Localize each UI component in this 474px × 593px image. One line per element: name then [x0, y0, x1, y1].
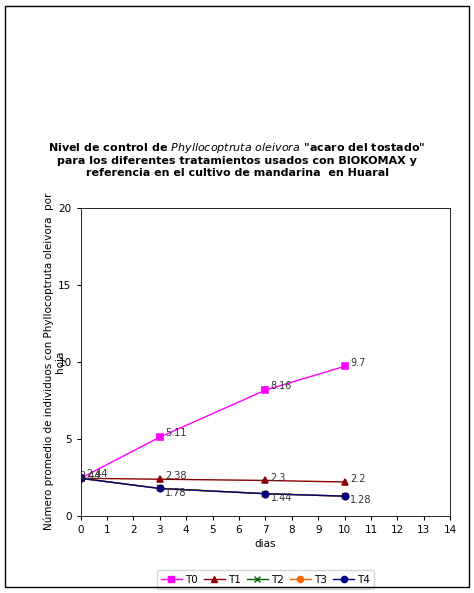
Text: 1.28: 1.28 — [350, 496, 372, 505]
Text: 1.44: 1.44 — [271, 493, 292, 503]
Text: 2.3: 2.3 — [271, 473, 286, 483]
Text: 2.38: 2.38 — [165, 471, 187, 482]
Text: 1.78: 1.78 — [165, 488, 187, 498]
Text: 9.7: 9.7 — [350, 358, 365, 368]
Text: 2.44: 2.44 — [79, 471, 101, 481]
Text: 2.44: 2.44 — [86, 470, 108, 479]
Text: 5.11: 5.11 — [165, 428, 187, 438]
Legend: T0, T1, T2, T3, T4: T0, T1, T2, T3, T4 — [157, 570, 374, 589]
Text: 8.16: 8.16 — [271, 381, 292, 391]
Y-axis label: Número promedio de individuos con Phyllocoptruta oleivora  por
hoja: Número promedio de individuos con Phyllo… — [43, 193, 65, 530]
Text: Nivel de control de $\it{Phyllocoptruta\ oleivora}$ "acaro del tostado"
para los: Nivel de control de $\it{Phyllocoptruta\… — [48, 141, 426, 178]
Text: 2.2: 2.2 — [350, 474, 365, 484]
X-axis label: dias: dias — [255, 539, 276, 549]
